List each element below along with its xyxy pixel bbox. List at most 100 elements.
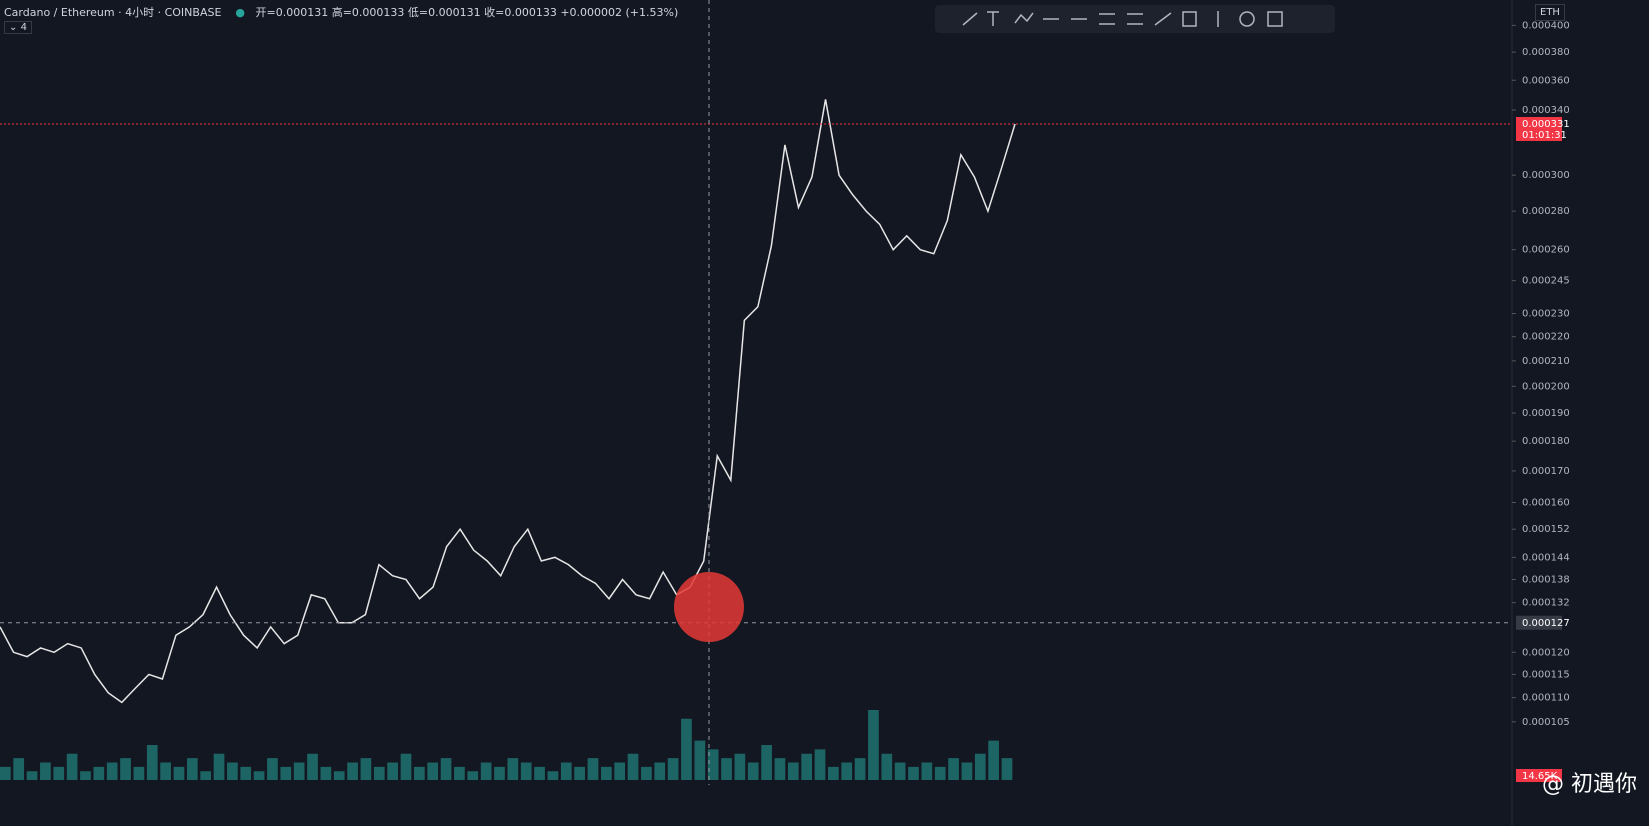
volume-bar [146,745,158,780]
volume-bar [894,762,906,780]
currency[interactable]: ETH [1535,4,1565,21]
volume-bar [267,758,278,780]
volume-bar [627,753,639,780]
volume-bar [641,766,652,780]
volume-bar [106,762,118,780]
y-tick-label: 0.000245 [1522,276,1570,287]
volume-bar [360,758,372,780]
volume-bar [747,762,759,780]
crosshair-label: 0.000127 [1522,618,1570,629]
volume-label: 14.65K [1522,771,1558,782]
volume-bar [814,749,826,780]
volume-bar [774,758,786,780]
volume-bar [547,771,559,780]
toolbar-icons[interactable] [935,5,1335,33]
volume-bar [120,758,131,780]
volume-bar [707,749,719,780]
y-tick-label: 0.000260 [1522,245,1570,256]
volume-bar [427,762,439,780]
indicator-count: 4 [20,22,27,33]
volume-bar [654,762,666,780]
volume-bar [13,758,25,780]
volume-bar [694,740,706,780]
volume-bar [787,762,799,780]
watermark: @ 初遇你 [1542,772,1637,797]
y-tick-label: 0.000152 [1522,524,1570,535]
y-tick-label: 0.000340 [1522,105,1570,116]
volume-bar [761,745,772,780]
y-tick-label: 0.000400 [1522,20,1570,31]
volume-bar [828,766,839,780]
volume-bar [440,758,452,780]
volume-bar [186,758,198,780]
volume-bar [988,740,999,780]
volume-bar [213,753,225,780]
volume-bar [534,766,545,780]
volume-bar [253,771,265,780]
header: Cardano / Ethereum · 4小时 · COINBASE ● 开=… [4,6,679,34]
y-tick-label: 0.000132 [1522,598,1570,609]
volume-bar [454,766,465,780]
volume-bar [854,758,866,780]
y-tick-label: 0.000115 [1522,669,1570,680]
ohlc: 开=0.000131 高=0.000133 低=0.000131 收=0.000… [255,6,679,19]
volume-bar [160,762,171,780]
y-tick-label: 0.000210 [1522,356,1570,367]
volume-bar [721,758,732,780]
volume-bar [480,762,492,780]
collapse[interactable]: ⌄ 4 [4,21,32,34]
volume-bar [667,758,679,780]
volume-bar [53,766,65,780]
current-price-box [1516,116,1562,141]
volume-bar [320,766,332,780]
y-tick-label: 0.000170 [1522,466,1570,477]
y-tick-label: 0.000144 [1522,552,1570,563]
y-tick-label: 0.000110 [1522,693,1570,704]
volume-bar [734,753,746,780]
volume-bar [280,766,292,780]
volume-bar [600,766,612,780]
volume-bar [574,766,585,780]
volume-bar [307,753,318,780]
crosshair-box [1516,615,1562,630]
volume-bar [934,766,946,780]
volume-bar [841,762,853,780]
current-price-label: 0.000331 [1522,119,1570,130]
y-tick-label: 0.000160 [1522,497,1570,508]
y-tick-label: 0.000138 [1522,575,1570,586]
volume-bar [560,762,572,780]
volume-bar [387,762,398,780]
volume-bar [921,762,933,780]
drawing-toolbar [935,5,1335,33]
volume-bar [80,771,91,780]
volume-bar [507,758,519,780]
volume-bar [801,753,812,780]
volume-bar [93,766,105,780]
volume-bar [26,771,38,780]
volume-bar [0,766,11,780]
volume-bar [467,771,479,780]
y-tick-label: 0.000230 [1522,309,1570,320]
volume-bar [494,766,505,780]
volume-bar [881,753,893,780]
y-tick-label: 0.000380 [1522,47,1570,58]
y-tick-label: 0.000200 [1522,381,1570,392]
volume-bar [347,762,358,780]
volume-bar [373,766,385,780]
volume-bar [681,718,692,780]
volume-bar [520,762,532,780]
symbol[interactable]: Cardano / Ethereum · 4小时 · COINBASE [4,6,222,19]
annotation-circle [674,572,744,642]
y-tick-label: 0.000280 [1522,206,1570,217]
volume-bar [868,710,879,780]
volume-bar [587,758,599,780]
y-tick-label: 0.000190 [1522,408,1570,419]
volume-bar [200,771,212,780]
y-tick-label: 0.000180 [1522,436,1570,447]
volume-bar [173,766,185,780]
volume-bar [948,758,959,780]
y-tick-label: 0.000220 [1522,332,1570,343]
volume-bar [400,753,412,780]
volume-bar [227,762,238,780]
